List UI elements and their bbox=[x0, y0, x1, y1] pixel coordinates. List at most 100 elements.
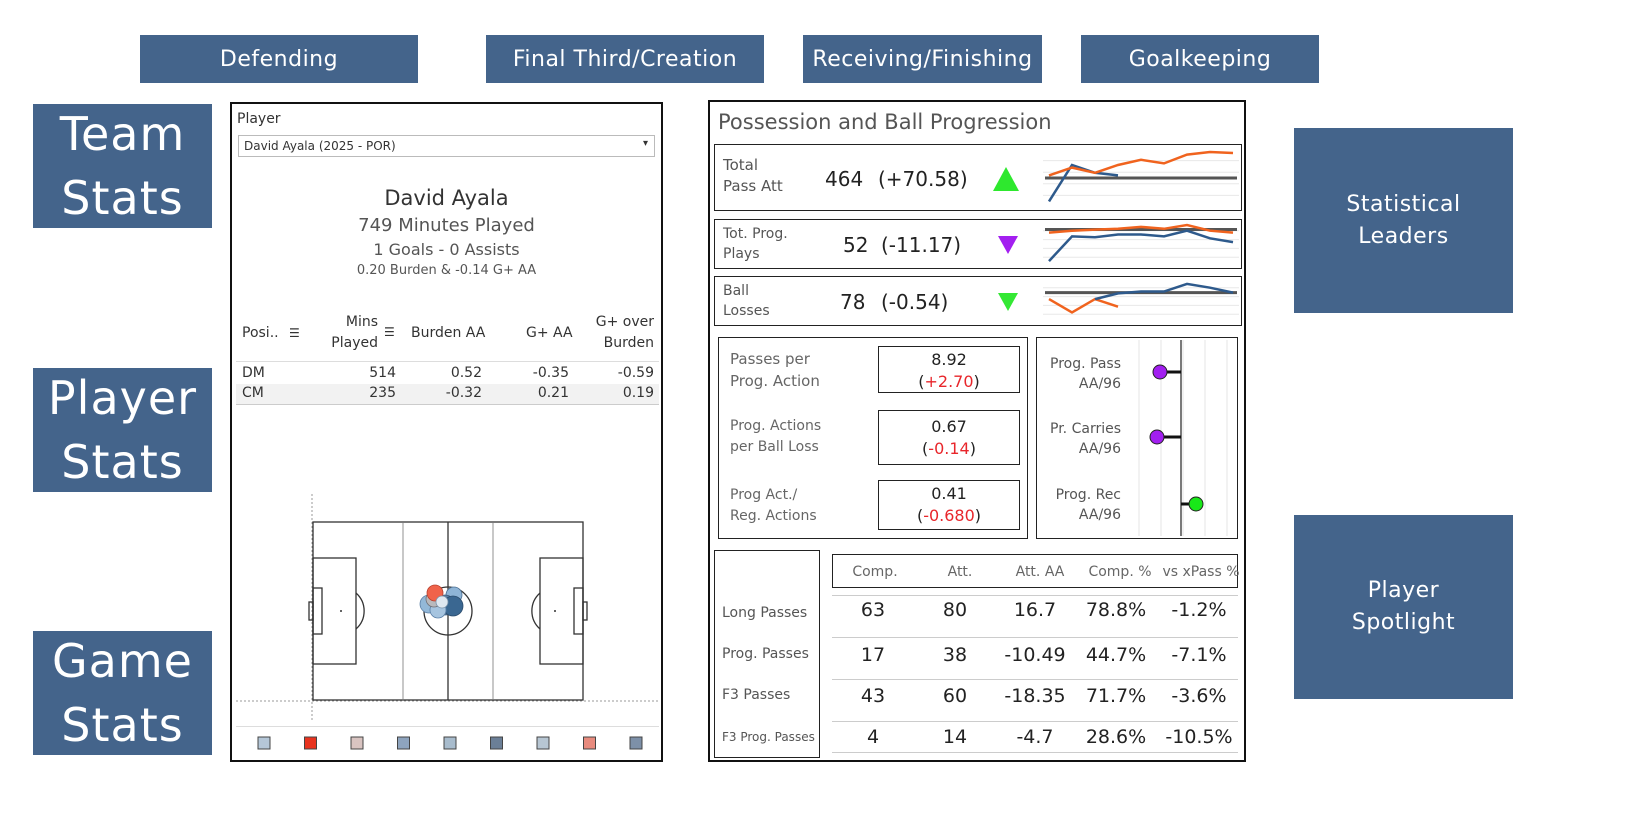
aa-label-line: AA/96 bbox=[1078, 376, 1121, 392]
sort-icon[interactable]: ☰ bbox=[384, 325, 395, 339]
pass-cell: 71.7% bbox=[1085, 685, 1147, 707]
trend-line bbox=[1094, 282, 1234, 301]
down-arrow-icon bbox=[998, 236, 1018, 254]
kpi-delta: (-11.17) bbox=[881, 233, 962, 257]
sort-icon[interactable]: ☰ bbox=[289, 326, 300, 340]
ratio-value-box: 0.67 (-0.14) bbox=[878, 410, 1020, 465]
pass-table-header bbox=[832, 554, 1238, 588]
aa-label: Pr. Carries AA/96 bbox=[1041, 419, 1121, 459]
kpi-row-total-pass: Total Pass Att 464 (+70.58) bbox=[714, 144, 1242, 211]
panel-title: Possession and Ball Progression bbox=[718, 110, 1052, 134]
cell-gover: -0.59 bbox=[617, 365, 654, 381]
nav-game-stats-button[interactable]: Game Stats bbox=[33, 631, 212, 755]
nav-label: Defending bbox=[219, 46, 339, 72]
ratio-delta: (-0.14) bbox=[922, 439, 976, 458]
pass-col-header: Att. AA bbox=[1015, 564, 1065, 580]
kpi-label: Total Pass Att bbox=[723, 155, 783, 197]
divider bbox=[832, 637, 1238, 638]
nav-statistical-leaders-button[interactable]: Statistical Leaders bbox=[1294, 128, 1513, 313]
up-arrow-icon bbox=[993, 167, 1019, 191]
trend-line bbox=[1048, 229, 1234, 262]
nav-label: Player bbox=[1367, 578, 1440, 603]
nav-team-stats-button[interactable]: Team Stats bbox=[33, 104, 212, 228]
cell-pos: CM bbox=[242, 385, 264, 401]
pass-col-header: Comp. bbox=[852, 564, 898, 580]
kpi-value: 52 bbox=[843, 233, 869, 257]
legend-swatch bbox=[583, 736, 596, 750]
nav-label: Statistical bbox=[1346, 191, 1461, 217]
ratio-value: 0.67 bbox=[931, 417, 967, 436]
ratio-label-line: Prog Act./ bbox=[730, 487, 798, 503]
chevron-down-icon[interactable]: ▾ bbox=[642, 138, 648, 149]
pass-row-label: F3 Passes bbox=[722, 687, 791, 703]
pass-cell: -10.5% bbox=[1165, 726, 1233, 748]
nav-player-spotlight-button[interactable]: Player Spotlight bbox=[1294, 515, 1513, 699]
aa-dot bbox=[1152, 364, 1168, 380]
legend-swatch bbox=[536, 736, 550, 750]
pass-col-header: Comp. % bbox=[1088, 564, 1152, 580]
pass-cell: -10.49 bbox=[1004, 644, 1066, 666]
nav-label: Stats bbox=[61, 698, 184, 752]
col-header-position[interactable]: Posi.. ☰ bbox=[242, 323, 300, 344]
kpi-label-line: Ball bbox=[723, 283, 749, 299]
ratio-label-line: Reg. Actions bbox=[730, 508, 817, 524]
nav-label: Stats bbox=[61, 435, 184, 489]
pass-row-label: Long Passes bbox=[722, 605, 808, 621]
nav-label: Final Third/Creation bbox=[512, 46, 738, 72]
col-header-gplus: G+ AA bbox=[526, 325, 573, 341]
trend-line bbox=[1048, 223, 1234, 234]
ratio-label-line: per Ball Loss bbox=[730, 439, 819, 455]
aa-label-line: AA/96 bbox=[1078, 507, 1121, 523]
ratio-value-box: 8.92 (+2.70) bbox=[878, 346, 1020, 393]
nav-final-third-button[interactable]: Final Third/Creation bbox=[486, 35, 764, 83]
nav-player-stats-button[interactable]: Player Stats bbox=[33, 368, 212, 492]
kpi-row-ball-losses: Ball Losses 78 (-0.54) bbox=[714, 276, 1242, 326]
pass-cell: 80 bbox=[942, 599, 968, 621]
player-select[interactable]: David Ayala (2025 - POR) ▾ bbox=[238, 135, 655, 157]
aa-label-line: Prog. Rec bbox=[1055, 487, 1121, 503]
nav-label: Game bbox=[52, 634, 193, 688]
col-header-label: Posi.. bbox=[242, 325, 279, 341]
pass-cell: 63 bbox=[860, 599, 886, 621]
aa-dot bbox=[1188, 496, 1204, 512]
aa-label: Prog. Pass AA/96 bbox=[1041, 354, 1121, 394]
trend-sparkline bbox=[1043, 282, 1239, 315]
divider bbox=[832, 752, 1238, 753]
pitch-map bbox=[236, 494, 660, 720]
trend-line bbox=[1048, 150, 1234, 177]
cell-gplus: -0.35 bbox=[532, 365, 569, 381]
color-legend bbox=[257, 736, 643, 750]
pass-cell: -3.6% bbox=[1171, 685, 1227, 707]
aa-dot-chart: Prog. Pass AA/96 Pr. Carries AA/96 Prog.… bbox=[1036, 337, 1238, 539]
col-header-label: Played bbox=[331, 335, 378, 351]
ratio-value-box: 0.41 (-0.680) bbox=[878, 480, 1020, 530]
nav-goalkeeping-button[interactable]: Goalkeeping bbox=[1081, 35, 1319, 83]
divider bbox=[236, 726, 659, 727]
nav-label: Player bbox=[47, 371, 198, 425]
aa-dot bbox=[1149, 429, 1165, 445]
minutes-played: 749 Minutes Played bbox=[358, 215, 535, 236]
ratio-panel: Passes per Prog. Action 8.92 (+2.70) Pro… bbox=[718, 337, 1028, 539]
col-header-mins[interactable]: Mins Played bbox=[322, 312, 378, 354]
nav-defending-button[interactable]: Defending bbox=[140, 35, 418, 83]
ratio-label-line: Prog. Action bbox=[730, 372, 820, 390]
pass-cell: 17 bbox=[860, 644, 886, 666]
ratio-delta: (+2.70) bbox=[918, 372, 980, 391]
pass-cell: -7.1% bbox=[1171, 644, 1227, 666]
kpi-delta: (+70.58) bbox=[878, 167, 968, 191]
divider bbox=[236, 404, 659, 405]
cell-burden: -0.32 bbox=[445, 385, 482, 401]
kpi-label-line: Total bbox=[723, 156, 759, 174]
player-panel: Player David Ayala (2025 - POR) ▾ David … bbox=[230, 102, 663, 762]
kpi-label: Tot. Prog. Plays bbox=[723, 224, 788, 264]
nav-label: Stats bbox=[61, 171, 184, 225]
player-filter-label: Player bbox=[237, 111, 281, 127]
pass-cell: 4 bbox=[866, 726, 880, 748]
nav-receiving-finishing-button[interactable]: Receiving/Finishing bbox=[803, 35, 1042, 83]
player-select-value: David Ayala (2025 - POR) bbox=[244, 139, 396, 153]
legend-swatch bbox=[443, 736, 457, 750]
pass-cell: 60 bbox=[942, 685, 968, 707]
ratio-value: 0.41 bbox=[931, 484, 967, 503]
burden-summary: 0.20 Burden & -0.14 G+ AA bbox=[356, 263, 537, 278]
cell-pos: DM bbox=[242, 365, 265, 381]
